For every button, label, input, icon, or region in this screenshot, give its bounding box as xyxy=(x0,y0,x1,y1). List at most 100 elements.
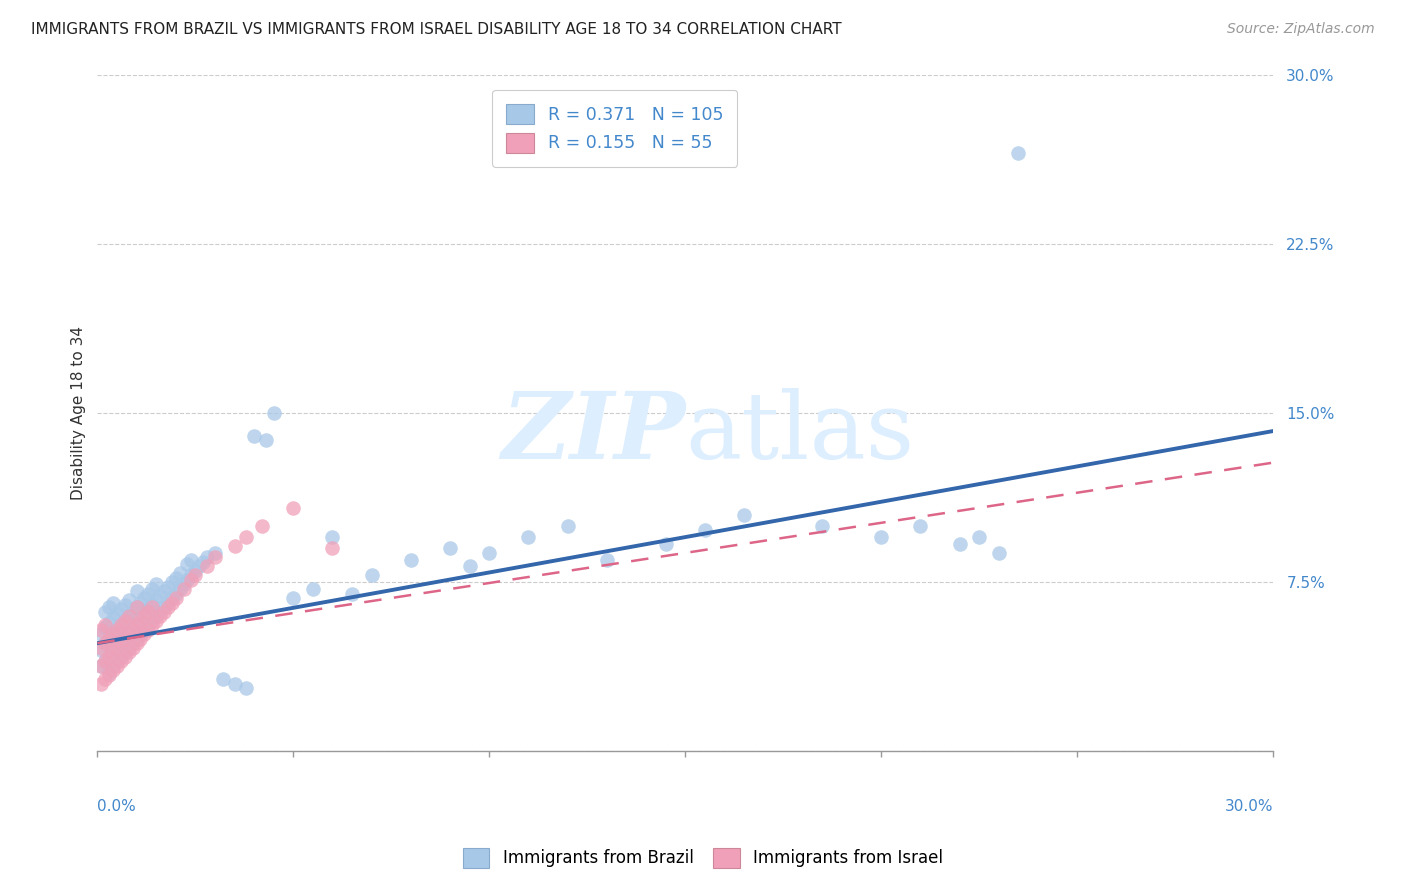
Point xyxy=(136,605,159,619)
Point xyxy=(110,602,132,616)
Point xyxy=(90,623,112,637)
Point xyxy=(224,677,246,691)
Point xyxy=(967,530,990,544)
Point xyxy=(134,609,156,624)
Point xyxy=(101,658,124,673)
Point xyxy=(254,433,277,447)
Point xyxy=(399,552,422,566)
Point xyxy=(94,654,117,668)
Point xyxy=(180,552,202,566)
Point xyxy=(557,518,579,533)
Point xyxy=(160,591,183,605)
Point xyxy=(101,596,124,610)
Point xyxy=(118,609,141,624)
Point xyxy=(211,673,233,687)
Legend: Immigrants from Brazil, Immigrants from Israel: Immigrants from Brazil, Immigrants from … xyxy=(451,837,955,880)
Point xyxy=(165,591,187,605)
Point xyxy=(98,649,121,664)
Point xyxy=(204,546,226,560)
Point xyxy=(145,577,167,591)
Point xyxy=(204,550,226,565)
Point xyxy=(121,623,143,637)
Point xyxy=(105,623,128,637)
Point xyxy=(125,618,148,632)
Point xyxy=(110,634,132,648)
Point xyxy=(948,537,970,551)
Point xyxy=(191,555,214,569)
Text: Source: ZipAtlas.com: Source: ZipAtlas.com xyxy=(1227,22,1375,37)
Point xyxy=(101,627,124,641)
Point xyxy=(90,640,112,655)
Point xyxy=(321,530,343,544)
Point xyxy=(439,541,461,556)
Point xyxy=(101,611,124,625)
Legend: R = 0.371   N = 105, R = 0.155   N = 55: R = 0.371 N = 105, R = 0.155 N = 55 xyxy=(492,90,737,167)
Point xyxy=(114,632,136,646)
Point xyxy=(121,605,143,619)
Point xyxy=(693,524,716,538)
Point xyxy=(184,564,207,578)
Point xyxy=(125,600,148,615)
Point xyxy=(136,623,159,637)
Point xyxy=(125,636,148,650)
Point xyxy=(105,607,128,621)
Point xyxy=(188,559,211,574)
Point xyxy=(94,605,117,619)
Point xyxy=(90,658,112,673)
Point xyxy=(134,607,156,621)
Point xyxy=(283,500,305,515)
Point xyxy=(235,530,257,544)
Point xyxy=(98,615,121,630)
Point xyxy=(110,618,132,632)
Point xyxy=(110,618,132,632)
Point xyxy=(176,573,198,587)
Point xyxy=(156,600,179,615)
Point xyxy=(105,639,128,653)
Text: ZIP: ZIP xyxy=(501,388,685,478)
Text: 30.0%: 30.0% xyxy=(1225,799,1272,814)
Point xyxy=(114,614,136,628)
Point xyxy=(118,640,141,655)
Point xyxy=(98,632,121,646)
Point xyxy=(110,636,132,650)
Point xyxy=(98,667,121,681)
Point xyxy=(90,677,112,691)
Point xyxy=(250,518,273,533)
Point xyxy=(149,609,172,624)
Point xyxy=(121,640,143,655)
Point xyxy=(156,596,179,610)
Point xyxy=(98,665,121,680)
Point xyxy=(118,624,141,639)
Point xyxy=(153,584,176,599)
Point xyxy=(141,582,163,596)
Point xyxy=(105,654,128,668)
Point xyxy=(243,428,266,442)
Point xyxy=(458,559,481,574)
Point xyxy=(910,518,932,533)
Point xyxy=(156,580,179,594)
Point xyxy=(340,586,363,600)
Point xyxy=(141,600,163,615)
Point xyxy=(94,654,117,668)
Point xyxy=(180,573,202,587)
Point xyxy=(145,609,167,624)
Point xyxy=(195,559,218,574)
Point xyxy=(129,611,152,625)
Point xyxy=(302,582,325,596)
Point xyxy=(180,568,202,582)
Point xyxy=(136,586,159,600)
Point xyxy=(160,596,183,610)
Point xyxy=(141,598,163,612)
Point xyxy=(129,614,152,628)
Point xyxy=(517,530,540,544)
Text: atlas: atlas xyxy=(685,388,914,478)
Point xyxy=(110,654,132,668)
Point xyxy=(98,600,121,615)
Point xyxy=(94,636,117,650)
Point xyxy=(118,645,141,659)
Point xyxy=(125,632,148,646)
Point xyxy=(125,584,148,599)
Point xyxy=(176,557,198,571)
Point xyxy=(105,658,128,673)
Point xyxy=(141,614,163,628)
